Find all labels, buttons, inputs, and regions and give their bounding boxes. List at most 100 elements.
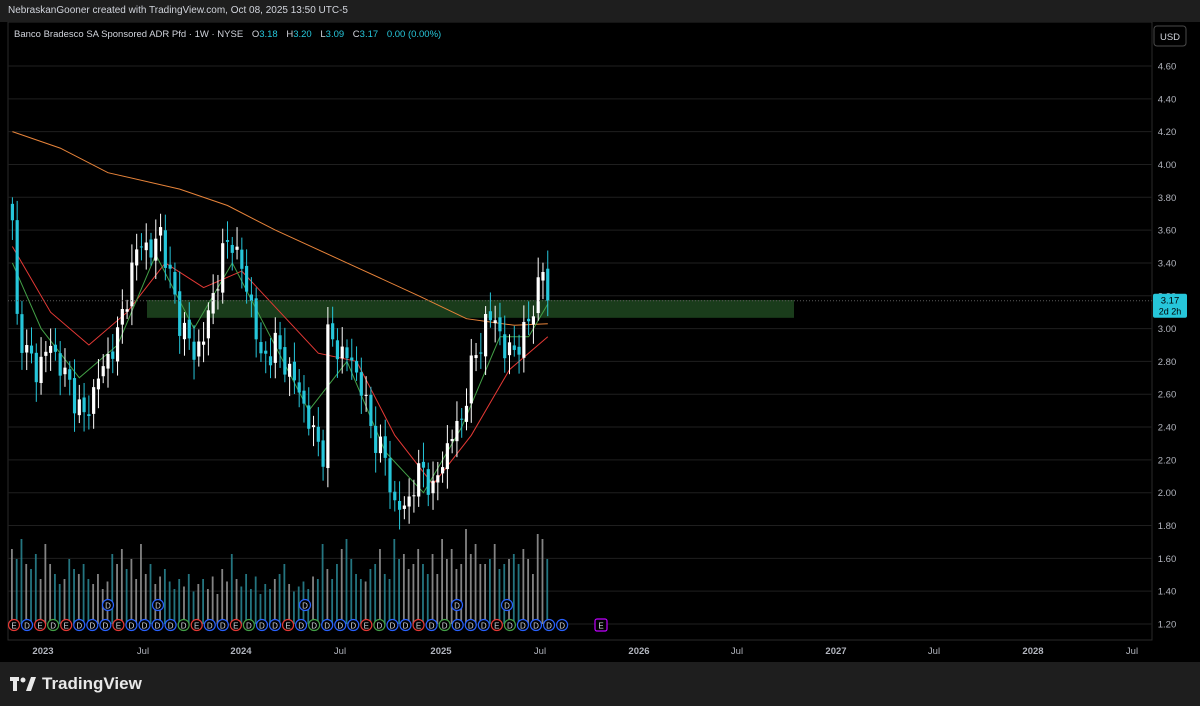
svg-text:D: D [324, 622, 330, 631]
volume-bar [512, 554, 515, 624]
dividend-marker[interactable]: D [399, 618, 412, 632]
volume-bar [202, 579, 204, 624]
candle-body [259, 342, 263, 354]
earnings-marker[interactable]: E [60, 618, 73, 632]
candle-body [29, 345, 34, 354]
earnings-marker[interactable]: E [190, 618, 203, 632]
candle-body [340, 346, 344, 359]
earnings-marker[interactable]: E [7, 618, 21, 632]
svg-text:D: D [455, 622, 461, 631]
dividend-marker[interactable]: D [138, 618, 151, 632]
candle-body [474, 355, 478, 359]
x-tick-label: 2024 [230, 646, 252, 657]
candle-body [436, 475, 440, 483]
dividend-marker[interactable]: D [450, 598, 464, 612]
dividend-marker[interactable]: D [295, 618, 308, 632]
earnings-marker[interactable]: E [490, 618, 503, 632]
candle-body [402, 505, 406, 509]
dividend-marker[interactable]: D [373, 618, 386, 632]
dividend-marker[interactable]: D [203, 618, 216, 632]
volume-bar [120, 549, 123, 624]
candle-body [369, 394, 373, 426]
dividend-marker[interactable]: D [151, 618, 164, 632]
dividend-marker[interactable]: D [321, 618, 334, 632]
candle-body [225, 240, 230, 242]
earnings-marker[interactable]: E [229, 618, 242, 632]
dividend-marker[interactable]: D [125, 618, 138, 632]
candle-body [206, 310, 210, 339]
earnings-marker[interactable]: E [412, 618, 425, 632]
dividend-marker[interactable]: D [529, 618, 543, 632]
dividend-marker[interactable]: D [268, 618, 282, 632]
candle-body [130, 262, 134, 307]
candle-body [10, 203, 14, 221]
earnings-marker[interactable]: E [281, 618, 295, 632]
dividend-marker[interactable]: D [20, 618, 34, 632]
candle-body [536, 277, 540, 314]
candle-body [216, 289, 220, 291]
dividend-marker[interactable]: D [425, 618, 438, 632]
dividend-marker[interactable]: D [477, 618, 490, 632]
footer-bar: TradingView [0, 662, 1200, 706]
dividend-marker[interactable]: D [99, 618, 112, 632]
dividend-marker[interactable]: D [334, 618, 347, 632]
y-tick-label: 2.00 [1158, 488, 1177, 499]
dividend-marker[interactable]: D [177, 618, 190, 632]
earnings-marker[interactable]: E [112, 618, 125, 632]
earnings-marker[interactable]: E [33, 618, 47, 632]
dividend-marker[interactable]: D [308, 618, 321, 632]
svg-text:D: D [155, 622, 161, 631]
dividend-marker[interactable]: D [386, 618, 399, 632]
chart-legend: Banco Bradesco SA Sponsored ADR Pfd · 1W… [14, 29, 441, 40]
dividend-marker[interactable]: D [242, 618, 255, 632]
dividend-marker[interactable]: D [464, 618, 477, 632]
dividend-marker[interactable]: D [500, 598, 514, 612]
dividend-marker[interactable]: D [347, 618, 360, 632]
volume-bar [25, 564, 28, 624]
dividend-marker[interactable]: D [516, 618, 530, 632]
dividend-marker[interactable]: D [542, 618, 556, 632]
dividend-marker[interactable]: D [86, 618, 99, 632]
volume-bar [364, 581, 367, 624]
candle-body [139, 246, 144, 248]
dividend-marker[interactable]: D [298, 598, 312, 612]
svg-text:D: D [546, 622, 552, 631]
candle-body [292, 361, 296, 381]
tradingview-logo[interactable]: TradingView [10, 672, 142, 696]
svg-text:D: D [168, 622, 174, 631]
y-tick-label: 4.40 [1158, 94, 1177, 105]
volume-bar [97, 574, 99, 624]
volume-bar [250, 589, 252, 624]
dividend-marker[interactable]: D [503, 618, 516, 632]
dividend-marker[interactable]: D [73, 618, 86, 632]
upcoming-earnings-marker[interactable]: E [594, 618, 608, 632]
dividend-marker[interactable]: D [555, 618, 569, 632]
dividend-marker[interactable]: D [164, 618, 177, 632]
candlesticks [10, 197, 550, 530]
candle-body [245, 265, 249, 292]
y-tick-label: 2.60 [1158, 390, 1177, 401]
volume-bar [187, 574, 190, 624]
dividend-marker[interactable]: D [151, 598, 165, 612]
volume-bar [144, 574, 147, 624]
dividend-marker[interactable]: D [255, 618, 269, 632]
candle-body [111, 351, 115, 359]
svg-text:E: E [116, 622, 121, 631]
dividend-marker[interactable]: D [101, 598, 115, 612]
dividend-marker[interactable]: D [47, 618, 60, 632]
candle-body [426, 469, 430, 495]
candle-body [407, 496, 411, 507]
svg-text:D: D [142, 622, 148, 631]
dividend-marker[interactable]: D [216, 618, 229, 632]
legend-change: 0.00 (0.00%) [387, 29, 441, 40]
candle-body [326, 324, 330, 469]
currency-button[interactable]: USD [1153, 25, 1187, 47]
svg-text:D: D [337, 622, 343, 631]
earnings-marker[interactable]: E [360, 618, 373, 632]
volume-bar [450, 549, 453, 624]
dividend-marker[interactable]: D [438, 618, 451, 632]
volume-bar [388, 579, 391, 624]
dividend-marker[interactable]: D [451, 618, 464, 632]
volume-bar [489, 559, 491, 624]
